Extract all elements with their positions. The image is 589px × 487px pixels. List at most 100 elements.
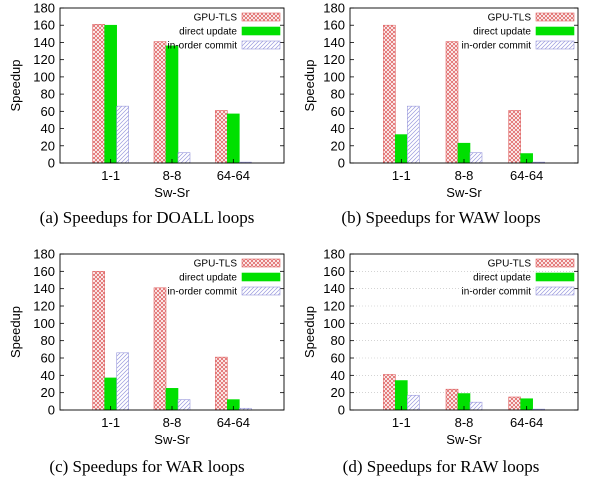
waw-ytick-label: 80 <box>331 87 345 102</box>
raw-xtick-label: 1-1 <box>392 415 411 430</box>
raw-legend-label-gpu-tls: GPU-TLS <box>488 259 532 270</box>
waw-y-axis-title: Speedup <box>302 59 317 111</box>
raw-ytick-label: 120 <box>323 299 345 314</box>
caption-doall: (a) Speedups for DOALL loops <box>39 208 255 227</box>
war-bar-in-order-commit-1 <box>177 399 191 411</box>
war-legend-swatch-direct-update <box>241 272 281 282</box>
waw-ytick-label: 160 <box>323 18 345 33</box>
caption-raw: (d) Speedups for RAW loops <box>342 457 540 476</box>
war-x-axis-title: Sw-Sr <box>154 432 190 447</box>
waw-ytick-label: 180 <box>323 1 345 16</box>
war-ytick-label: 80 <box>41 333 55 348</box>
doall-xtick-label: 64-64 <box>217 168 250 183</box>
raw-ytick-label: 40 <box>331 368 345 383</box>
doall-bar-direct-update-2 <box>227 113 240 164</box>
raw-ytick-label: 180 <box>323 247 345 262</box>
waw-xtick-label: 8-8 <box>455 168 474 183</box>
doall-legend-swatch-in-order-commit <box>241 40 281 50</box>
raw-bar-gpu-tls-2 <box>508 396 521 411</box>
war-ytick-label: 160 <box>33 264 55 279</box>
war-legend-swatch-gpu-tls <box>241 258 281 268</box>
waw-xtick-label: 1-1 <box>392 168 411 183</box>
doall-ytick-label: 160 <box>33 18 55 33</box>
raw-bar-gpu-tls-0 <box>383 374 396 411</box>
chart-war: 0 20 40 60 80 100 120 140 160 180 1-1 8-8 64-64 Sw-Sr… <box>8 247 285 447</box>
waw-ytick-label: 140 <box>323 35 345 50</box>
raw-ytick-label: 100 <box>323 316 345 331</box>
raw-bar-in-order-commit-0 <box>407 394 420 411</box>
raw-x-axis-title: Sw-Sr <box>446 432 482 447</box>
waw-legend-label-gpu-tls: GPU-TLS <box>488 13 532 24</box>
doall-bar-gpu-tls-1 <box>153 41 167 164</box>
raw-xtick-label: 64-64 <box>510 415 543 430</box>
doall-ytick-label: 120 <box>33 52 55 67</box>
war-legend-label-in-order-commit: in-order commit <box>168 287 238 298</box>
war-xtick-label: 1-1 <box>101 415 120 430</box>
raw-ytick-label: 160 <box>323 264 345 279</box>
raw-legend-label-in-order-commit: in-order commit <box>462 287 532 298</box>
war-bar-direct-update-0 <box>104 377 117 411</box>
war-bar-gpu-tls-2 <box>215 356 228 411</box>
doall-x-axis-title: Sw-Sr <box>154 185 190 200</box>
caption-war: (c) Speedups for WAR loops <box>49 457 245 476</box>
raw-ytick-label: 20 <box>331 385 345 400</box>
doall-ytick-label: 180 <box>33 1 55 16</box>
war-ytick-label: 60 <box>41 351 55 366</box>
raw-legend-swatch-direct-update <box>535 272 575 282</box>
waw-ytick-label: 120 <box>323 52 345 67</box>
doall-xtick-label: 1-1 <box>101 168 120 183</box>
waw-x-axis-title: Sw-Sr <box>446 185 482 200</box>
raw-ytick-label: 60 <box>331 351 345 366</box>
waw-ytick-label: 60 <box>331 104 345 119</box>
chart-raw: 0 20 40 60 80 100 120 140 160 180 1-1 8-8 64-64 Sw-Sr… <box>302 247 579 447</box>
raw-xtick-label: 8-8 <box>455 415 474 430</box>
doall-y-axis-title: Speedup <box>8 59 23 111</box>
raw-legend-swatch-gpu-tls <box>535 258 575 268</box>
raw-bar-direct-update-0 <box>395 380 408 411</box>
war-bar-gpu-tls-0 <box>92 271 105 411</box>
war-ytick-label: 180 <box>33 247 55 262</box>
doall-ytick-label: 80 <box>41 87 55 102</box>
war-bar-gpu-tls-1 <box>153 287 167 411</box>
war-xtick-label: 8-8 <box>163 415 182 430</box>
doall-bar-gpu-tls-0 <box>92 24 105 164</box>
war-ytick-label: 100 <box>33 316 55 331</box>
doall-legend-swatch-gpu-tls <box>241 12 281 22</box>
raw-y-axis-title: Speedup <box>302 306 317 358</box>
war-ytick-label: 40 <box>41 368 55 383</box>
war-ytick-label: 20 <box>41 385 55 400</box>
waw-legend-label-in-order-commit: in-order commit <box>462 41 532 52</box>
waw-bar-gpu-tls-2 <box>508 110 521 164</box>
doall-bar-direct-update-1 <box>165 45 179 164</box>
war-legend-swatch-in-order-commit <box>241 286 281 296</box>
waw-ytick-label: 40 <box>331 121 345 136</box>
war-legend-label-direct-update: direct update <box>179 273 237 284</box>
war-ytick-label: 0 <box>48 403 55 418</box>
raw-ytick-label: 80 <box>331 333 345 348</box>
doall-legend-label-direct-update: direct update <box>179 27 237 38</box>
doall-ytick-label: 0 <box>48 156 55 171</box>
waw-ytick-label: 20 <box>331 138 345 153</box>
raw-bar-gpu-tls-1 <box>445 388 459 411</box>
doall-bar-in-order-commit-0 <box>116 105 129 164</box>
raw-legend-swatch-in-order-commit <box>535 286 575 296</box>
waw-legend-swatch-direct-update <box>535 26 575 36</box>
war-ytick-label: 120 <box>33 299 55 314</box>
raw-bar-in-order-commit-1 <box>469 401 483 411</box>
war-bar-in-order-commit-0 <box>116 352 129 411</box>
raw-ytick-label: 140 <box>323 281 345 296</box>
waw-ytick-label: 100 <box>323 69 345 84</box>
doall-ytick-label: 40 <box>41 121 55 136</box>
waw-legend-swatch-in-order-commit <box>535 40 575 50</box>
doall-legend-swatch-direct-update <box>241 26 281 36</box>
war-ytick-label: 140 <box>33 281 55 296</box>
waw-ytick-label: 0 <box>338 156 345 171</box>
doall-bar-gpu-tls-2 <box>215 110 228 164</box>
waw-legend-label-direct-update: direct update <box>473 27 531 38</box>
waw-bar-gpu-tls-0 <box>383 24 396 164</box>
war-xtick-label: 64-64 <box>217 415 250 430</box>
raw-ytick-label: 0 <box>338 403 345 418</box>
doall-legend-label-gpu-tls: GPU-TLS <box>194 13 238 24</box>
doall-ytick-label: 140 <box>33 35 55 50</box>
raw-legend-label-direct-update: direct update <box>473 273 531 284</box>
